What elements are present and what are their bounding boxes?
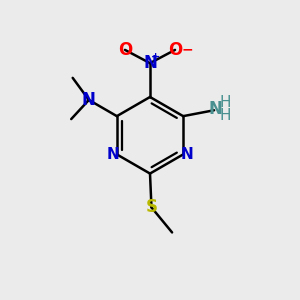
Text: H: H	[220, 94, 231, 110]
Text: O: O	[118, 41, 132, 59]
Text: −: −	[182, 42, 193, 56]
Text: N: N	[208, 100, 223, 118]
Text: N: N	[106, 147, 119, 162]
Text: H: H	[220, 108, 231, 123]
Text: S: S	[146, 198, 158, 216]
Text: N: N	[181, 147, 194, 162]
Text: N: N	[144, 54, 158, 72]
Text: N: N	[82, 91, 96, 109]
Text: +: +	[151, 52, 160, 62]
Text: O: O	[168, 41, 182, 59]
